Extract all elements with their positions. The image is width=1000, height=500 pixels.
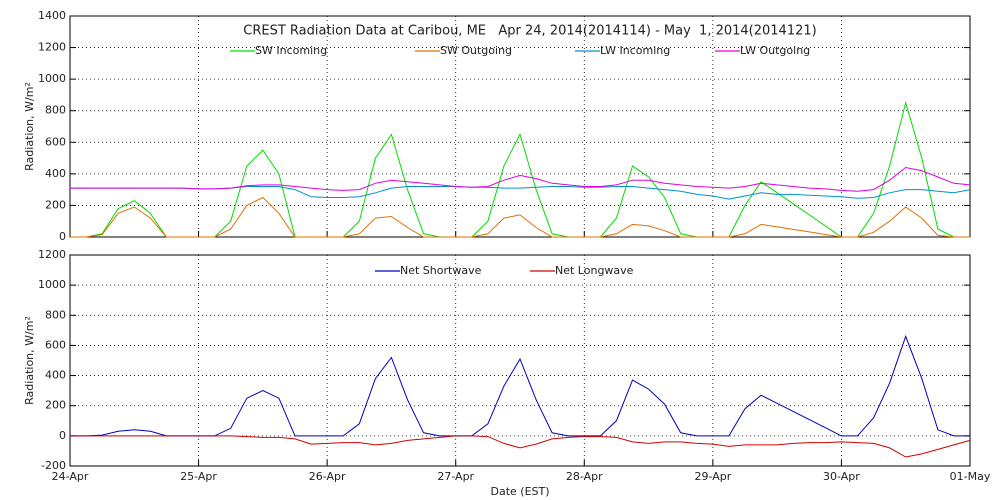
x-tick-label: 25-Apr <box>180 470 217 483</box>
y-tick-label: 1000 <box>38 278 66 291</box>
x-axis-label: Date (EST) <box>490 485 549 498</box>
legend-label: Net Shortwave <box>400 264 482 277</box>
y-tick-label: 800 <box>45 104 66 117</box>
legend-label: SW Outgoing <box>440 44 512 57</box>
legend-label: LW Incoming <box>600 44 670 57</box>
legend-label: LW Outgoing <box>740 44 810 57</box>
y-tick-label: 1200 <box>38 41 66 54</box>
series-line <box>70 435 971 458</box>
y-tick-label: 0 <box>59 429 66 442</box>
series-line <box>70 166 971 192</box>
x-tick-label: 28-Apr <box>566 470 603 483</box>
y-tick-label: -200 <box>41 459 66 472</box>
y-tick-label: 1000 <box>38 72 66 85</box>
chart-title: CREST Radiation Data at Caribou, ME Apr … <box>243 24 816 39</box>
y-tick-label: 1200 <box>38 248 66 261</box>
plot-frame <box>69 15 971 238</box>
series-line <box>70 196 970 238</box>
series-line <box>70 100 970 238</box>
y-tick-label: 200 <box>45 198 66 211</box>
x-tick-label: 30-Apr <box>823 470 860 483</box>
legend-label: SW Incoming <box>255 44 327 57</box>
y-tick-label: 600 <box>45 338 66 351</box>
x-tick-label: 29-Apr <box>694 470 731 483</box>
y-tick-label: 1400 <box>38 9 66 22</box>
x-tick-label: 26-Apr <box>309 470 346 483</box>
y-tick-label: 200 <box>45 399 66 412</box>
y-tick-label: 0 <box>59 230 66 243</box>
y-tick-label: 400 <box>45 369 66 382</box>
x-tick-label: 01-May <box>950 470 991 483</box>
y-tick-label: 400 <box>45 167 66 180</box>
series-line <box>70 186 971 200</box>
plot-frame <box>69 254 971 467</box>
y-tick-label: 800 <box>45 308 66 321</box>
x-tick-label: 27-Apr <box>437 470 474 483</box>
x-tick-label: 24-Apr <box>52 470 89 483</box>
y-axis-label: Radiation, W/m² <box>23 316 36 405</box>
series-line <box>70 334 970 437</box>
y-tick-label: 600 <box>45 135 66 148</box>
legend-label: Net Longwave <box>555 264 634 277</box>
y-axis-label: Radiation, W/m² <box>23 82 36 171</box>
